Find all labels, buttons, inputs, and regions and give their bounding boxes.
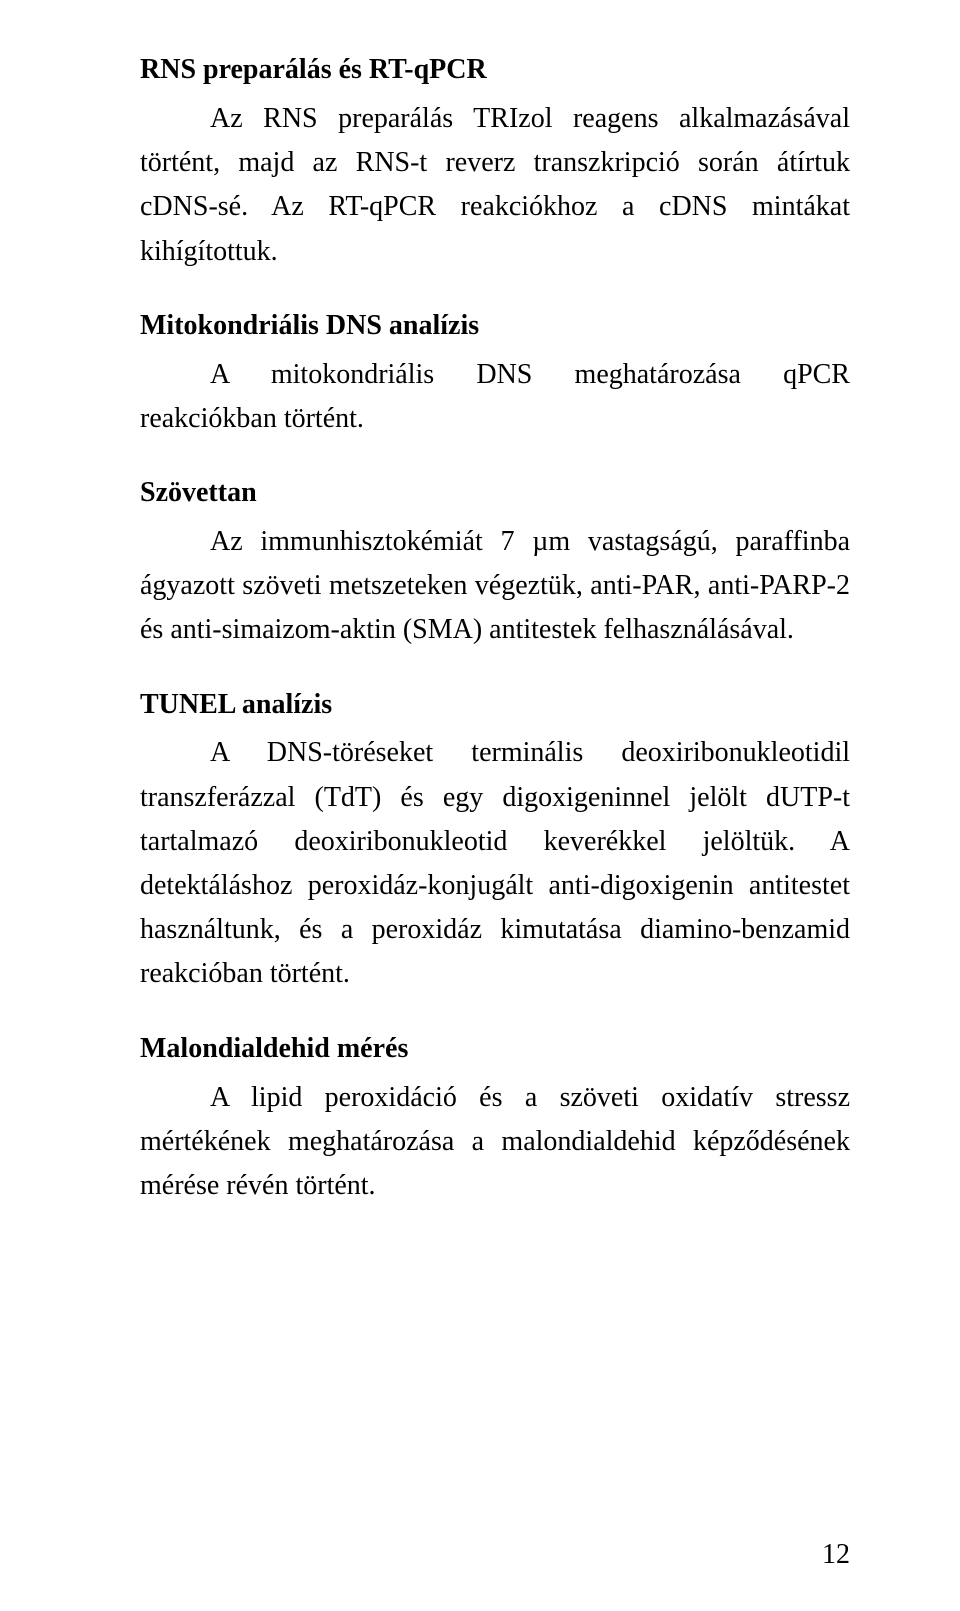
section-body: Az immunhisztokémiát 7 µm vastagságú, pa… — [140, 520, 850, 653]
section-body: A lipid peroxidáció és a szöveti oxidatí… — [140, 1076, 850, 1209]
document-page: RNS preparálás és RT-qPCR Az RNS prepará… — [0, 0, 960, 1611]
section-heading: Malondialdehid mérés — [140, 1027, 850, 1072]
page-number: 12 — [822, 1539, 850, 1571]
section-heading: TUNEL analízis — [140, 683, 850, 728]
section-heading: Mitokondriális DNS analízis — [140, 304, 850, 349]
section-body: A mitokondriális DNS meghatározása qPCR … — [140, 353, 850, 441]
section-body: Az RNS preparálás TRIzol reagens alkalma… — [140, 97, 850, 274]
section-heading: Szövettan — [140, 471, 850, 516]
section-heading: RNS preparálás és RT-qPCR — [140, 48, 850, 93]
section-body: A DNS-töréseket terminális deoxiribonukl… — [140, 731, 850, 996]
